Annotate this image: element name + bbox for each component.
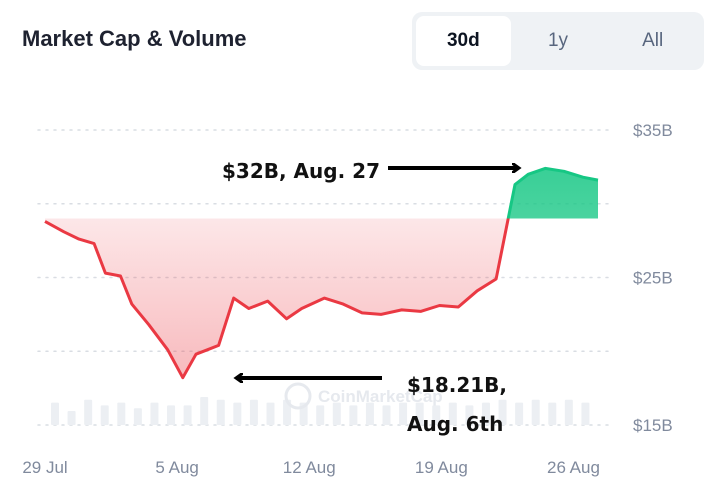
volume-bar — [365, 402, 374, 425]
area-fill-above-baseline — [45, 168, 598, 219]
volume-bar — [200, 397, 209, 425]
volume-bar — [84, 399, 93, 425]
volume-bar — [67, 411, 76, 425]
volume-bar — [183, 405, 192, 425]
volume-bar — [51, 402, 59, 425]
peak-annotation-label: $32B, Aug. 27 — [222, 159, 380, 183]
trough-annotation-label-line2: Aug. 6th — [407, 412, 503, 436]
x-tick-label: 29 Jul — [22, 458, 67, 477]
x-tick-label: 5 Aug — [155, 458, 199, 477]
volume-bar — [316, 405, 325, 425]
volume-bar — [548, 402, 557, 425]
volume-bars — [51, 397, 590, 425]
volume-bar — [415, 402, 424, 425]
volume-bar — [249, 399, 258, 425]
y-tick-label: $15B — [633, 416, 673, 435]
volume-bar — [150, 402, 159, 425]
volume-bar — [448, 402, 457, 425]
y-tick-label: $35B — [633, 121, 673, 140]
range-30d-button[interactable]: 30d — [416, 16, 511, 66]
volume-bar — [432, 405, 441, 425]
volume-bar — [515, 402, 524, 425]
x-tick-label: 12 Aug — [283, 458, 336, 477]
volume-bar — [167, 405, 176, 425]
watermark: CoinMarketCap — [284, 382, 443, 410]
volume-bar — [498, 399, 507, 425]
volume-bar — [531, 399, 540, 425]
volume-bar — [216, 399, 225, 425]
volume-bar — [100, 405, 109, 425]
x-tick-label: 26 Aug — [547, 458, 600, 477]
volume-bar — [382, 405, 391, 425]
volume-bar — [117, 402, 126, 425]
series-line-down — [44, 218, 510, 380]
time-range-selector: 30d 1y All — [412, 12, 704, 70]
volume-bar — [581, 402, 590, 425]
volume-bar — [233, 402, 242, 425]
watermark-text: CoinMarketCap — [318, 387, 443, 406]
volume-bar — [332, 402, 341, 425]
x-tick-label: 19 Aug — [415, 458, 468, 477]
y-tick-label: $25B — [633, 269, 673, 288]
volume-bar — [564, 399, 573, 425]
volume-bar — [133, 408, 142, 425]
volume-bar — [465, 405, 474, 425]
trough-annotation: $18.21B, Aug. 6th — [237, 373, 507, 436]
trough-annotation-label-line1: $18.21B, — [407, 373, 507, 397]
volume-bar — [349, 405, 358, 425]
chart-title: Market Cap & Volume — [22, 26, 247, 51]
range-all-button[interactable]: All — [642, 30, 664, 51]
volume-bar — [399, 402, 408, 425]
range-1y-button[interactable]: 1y — [547, 30, 569, 51]
peak-annotation: $32B, Aug. 27 — [222, 159, 518, 183]
volume-bar — [266, 402, 275, 425]
volume-bar — [481, 402, 490, 425]
